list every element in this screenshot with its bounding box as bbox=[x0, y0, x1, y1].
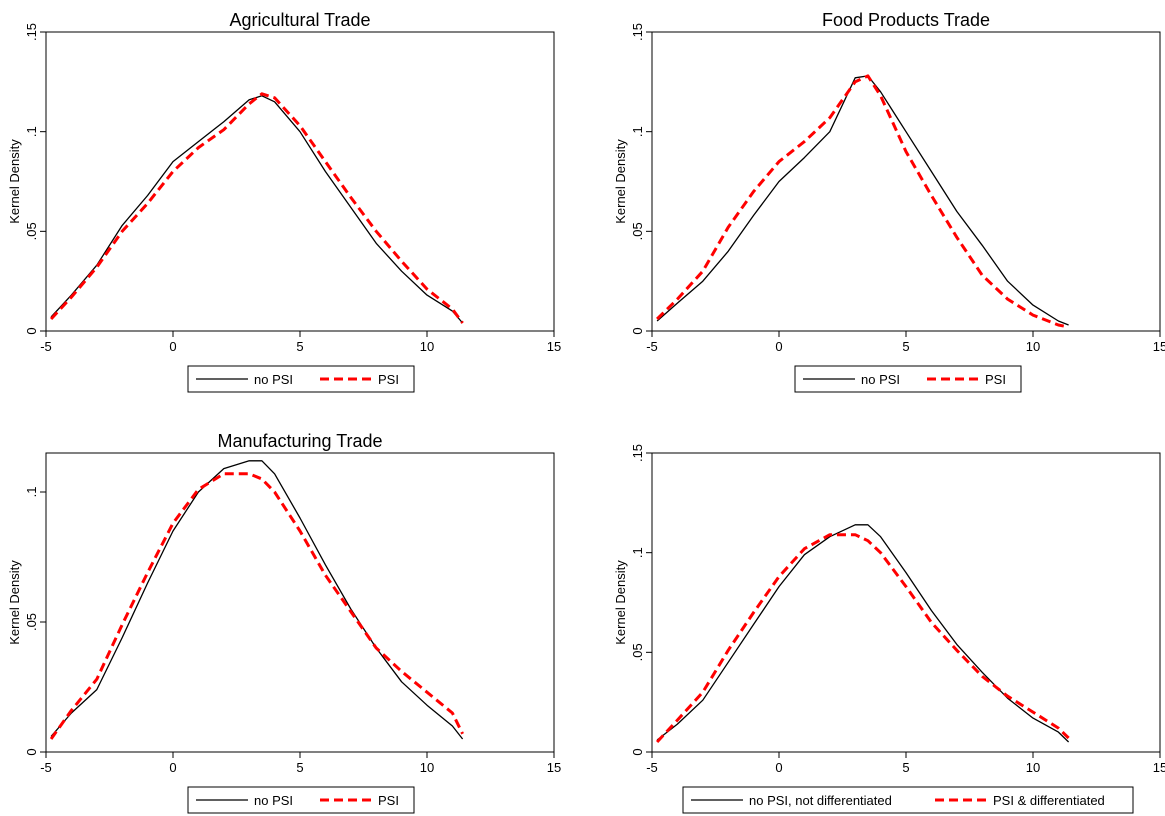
x-tick-label: 0 bbox=[169, 339, 176, 354]
legend: no PSI PSI bbox=[794, 365, 1022, 393]
x-tick-label: 10 bbox=[420, 760, 434, 775]
x-tick-label: 0 bbox=[169, 760, 176, 775]
chart-panel-3: Manufacturing Trade-5 0 5 10 150.05.1Kernel … bbox=[7, 431, 561, 814]
plot-frame bbox=[45, 452, 555, 753]
x-tick-label: 10 bbox=[1026, 760, 1040, 775]
series-line-psi bbox=[49, 472, 464, 740]
series-line-no-psi bbox=[656, 524, 1070, 743]
legend-label: no PSI bbox=[254, 793, 293, 808]
x-tick-label: -5 bbox=[646, 339, 658, 354]
x-tick-label: 10 bbox=[420, 339, 434, 354]
chart-panel-1: Agricultural Trade-5 0 5 10 150.05.1.15Kerne… bbox=[7, 10, 561, 393]
x-tick-label: 15 bbox=[547, 760, 561, 775]
chart-title: Manufacturing Trade bbox=[217, 431, 382, 451]
y-axis-label: Kernel Density bbox=[7, 560, 22, 645]
y-tick-label: 0 bbox=[24, 748, 39, 755]
x-tick-label: -5 bbox=[646, 760, 658, 775]
x-tick-label: 5 bbox=[296, 339, 303, 354]
x-tick-label: 0 bbox=[775, 339, 782, 354]
series-line-no-psi bbox=[50, 460, 464, 740]
series-line-psi bbox=[49, 92, 464, 324]
y-tick-label: 0 bbox=[24, 327, 39, 334]
x-tick-label: -5 bbox=[40, 339, 52, 354]
y-tick-label: .1 bbox=[630, 547, 645, 558]
y-axis-label: Kernel Density bbox=[613, 139, 628, 224]
x-tick-label: 15 bbox=[547, 339, 561, 354]
chart-title: Agricultural Trade bbox=[229, 10, 370, 30]
x-tick-label: 15 bbox=[1153, 760, 1165, 775]
y-tick-label: .05 bbox=[24, 222, 39, 240]
series-line-no-psi bbox=[656, 75, 1069, 326]
plot-frame bbox=[45, 31, 555, 332]
x-tick-label: 5 bbox=[902, 339, 909, 354]
legend-label: PSI bbox=[378, 793, 399, 808]
legend-label: PSI & differentiated bbox=[993, 793, 1105, 808]
series-line-no-psi bbox=[50, 95, 464, 324]
y-tick-label: .05 bbox=[630, 222, 645, 240]
y-tick-label: .15 bbox=[630, 444, 645, 462]
legend-label: no PSI bbox=[861, 372, 900, 387]
y-tick-label: .15 bbox=[24, 23, 39, 41]
y-tick-label: .05 bbox=[630, 643, 645, 661]
chart-title: Food Products Trade bbox=[822, 10, 990, 30]
legend-label: PSI bbox=[985, 372, 1006, 387]
legend-box bbox=[682, 786, 1134, 814]
plot-frame bbox=[651, 31, 1161, 332]
y-tick-label: .1 bbox=[24, 126, 39, 137]
y-tick-label: .05 bbox=[24, 613, 39, 631]
plot-frame bbox=[651, 452, 1161, 753]
x-tick-label: 5 bbox=[296, 760, 303, 775]
y-axis-label: Kernel Density bbox=[613, 560, 628, 645]
legend: no PSI PSI bbox=[187, 365, 415, 393]
legend-label: PSI bbox=[378, 372, 399, 387]
x-tick-label: 0 bbox=[775, 760, 782, 775]
x-tick-label: 5 bbox=[902, 760, 909, 775]
y-tick-label: .1 bbox=[24, 487, 39, 498]
chart-panel-2: Food Products Trade-5 0 5 10 150.05.1.15Kern… bbox=[613, 10, 1165, 393]
legend-label: no PSI, not differentiated bbox=[749, 793, 892, 808]
legend-label: no PSI bbox=[254, 372, 293, 387]
series-line-psi bbox=[656, 74, 1069, 329]
y-tick-label: 0 bbox=[630, 327, 645, 334]
legend: no PSI, not differentiated PSI & differen… bbox=[682, 786, 1134, 814]
legend: no PSI PSI bbox=[187, 786, 415, 814]
y-tick-label: 0 bbox=[630, 748, 645, 755]
x-tick-label: -5 bbox=[40, 760, 52, 775]
x-tick-label: 10 bbox=[1026, 339, 1040, 354]
y-axis-label: Kernel Density bbox=[7, 139, 22, 224]
y-tick-label: .15 bbox=[630, 23, 645, 41]
x-tick-label: 15 bbox=[1153, 339, 1165, 354]
y-tick-label: .1 bbox=[630, 126, 645, 137]
series-line-psi bbox=[655, 533, 1070, 744]
